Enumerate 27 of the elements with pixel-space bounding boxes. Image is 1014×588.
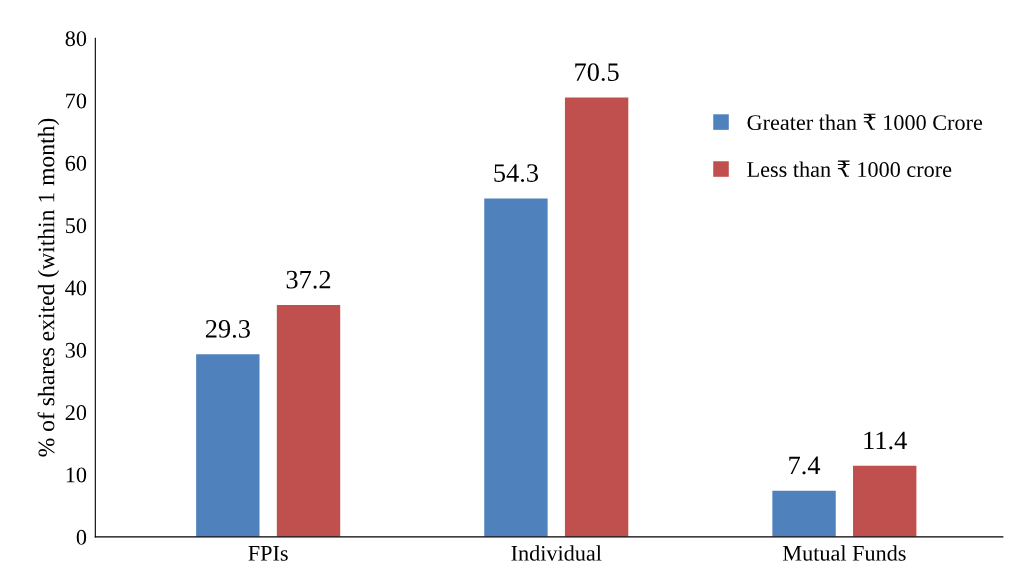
- bar: [853, 465, 917, 537]
- data-label: 11.4: [864, 431, 907, 450]
- x-tick-label: FPIs: [248, 546, 288, 561]
- legend-label: Greater than ₹ 1000 Crore: [747, 113, 983, 131]
- y-tick-label: 70: [66, 93, 87, 109]
- bar: [772, 490, 836, 537]
- y-tick-label: 60: [65, 155, 87, 171]
- y-tick-label: 80: [65, 31, 87, 47]
- y-tick-label: 0: [76, 529, 87, 545]
- data-label: 70.5: [575, 63, 619, 82]
- x-tick-label: Mutual Funds: [782, 545, 906, 561]
- legend-label: Less than ₹ 1000 crore: [747, 160, 952, 178]
- bar: [484, 198, 548, 537]
- data-label: 7.4: [789, 456, 821, 475]
- bar: [196, 354, 260, 537]
- y-tick-label: 40: [65, 280, 87, 296]
- y-axis-title: % of shares exited (within 1 month): [37, 118, 60, 457]
- data-label: 29.3: [205, 320, 250, 338]
- data-label: 54.3: [494, 164, 539, 183]
- y-tick-label: 20: [65, 405, 87, 421]
- bar: [276, 304, 341, 537]
- y-tick-label: 30: [65, 342, 87, 358]
- data-label: 37.2: [286, 270, 331, 289]
- bar: [564, 97, 629, 537]
- x-tick-label: Individual: [511, 545, 602, 561]
- y-tick-label: 50: [66, 218, 87, 234]
- y-tick-label: 10: [66, 467, 87, 483]
